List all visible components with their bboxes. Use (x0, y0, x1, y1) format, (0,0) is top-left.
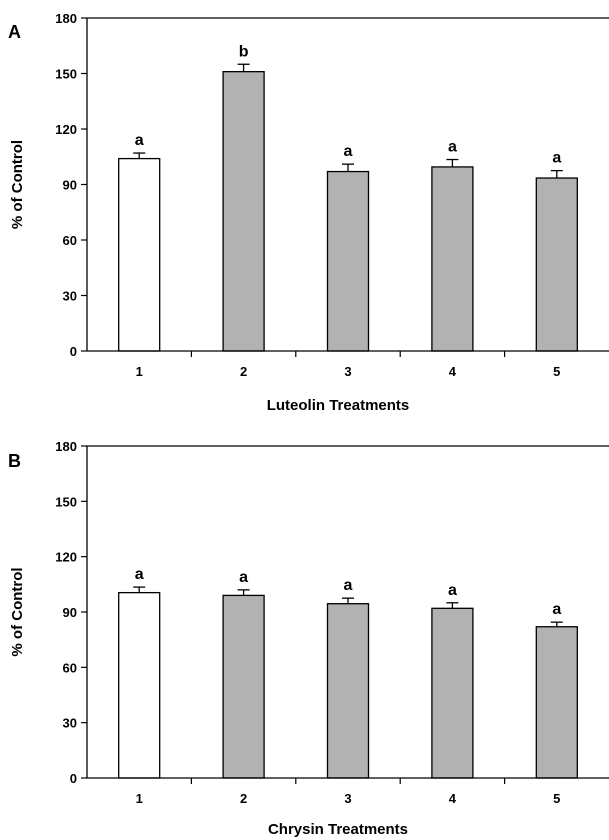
chart-panel-b: Ba 1 a 2 a 3 a 4 a 5 0 30 60 90 120 150 180 Chrysin Treat… (8, 439, 609, 838)
y-tick-label: 120 (55, 550, 77, 565)
significance-label: a (552, 601, 561, 618)
x-tick-label: 2 (240, 791, 247, 806)
y-tick-label: 60 (63, 660, 77, 675)
chart-panel-a: Aa 1 b 2 a 3 a 4 a 5 0 30 60 90 120 150 180 Luteolin Trea… (8, 11, 609, 414)
significance-label: a (448, 139, 457, 156)
panel-letter: A (8, 22, 21, 42)
y-tick-label: 120 (55, 122, 77, 137)
bar (118, 591, 161, 779)
x-tick-label: 3 (344, 364, 351, 379)
y-tick-label: 90 (63, 605, 77, 620)
y-tick-label: 180 (55, 439, 77, 454)
bar (118, 157, 161, 352)
bar (535, 626, 578, 779)
significance-label: a (552, 150, 561, 167)
x-tick-label: 4 (449, 791, 457, 806)
y-tick-label: 0 (70, 771, 77, 786)
y-axis-title: % of Control (9, 567, 26, 656)
bar (431, 607, 474, 779)
x-tick-label: 5 (553, 364, 560, 379)
y-tick-label: 60 (63, 233, 77, 248)
bar (326, 603, 370, 779)
significance-label: a (344, 577, 353, 594)
y-tick-label: 30 (63, 716, 77, 731)
significance-label: a (135, 566, 144, 583)
y-tick-label: 180 (55, 11, 77, 26)
y-tick-label: 90 (63, 178, 77, 193)
y-axis-title: % of Control (9, 140, 26, 229)
bar (326, 170, 370, 352)
x-tick-label: 4 (449, 364, 457, 379)
panel-letter: B (8, 451, 21, 471)
y-tick-label: 0 (70, 344, 77, 359)
y-tick-label: 150 (55, 494, 77, 509)
x-tick-label: 5 (553, 791, 560, 806)
x-tick-label: 2 (240, 364, 247, 379)
significance-label: a (344, 143, 353, 160)
bar (431, 166, 474, 352)
bar (222, 594, 265, 779)
x-axis-title: Chrysin Treatments (268, 821, 408, 838)
x-tick-label: 1 (136, 791, 143, 806)
x-tick-label: 1 (136, 364, 143, 379)
significance-label: a (135, 132, 144, 149)
bar (222, 71, 265, 352)
significance-label: a (239, 569, 248, 586)
x-tick-label: 3 (344, 791, 351, 806)
significance-label: b (239, 43, 249, 60)
bar (535, 177, 578, 352)
y-tick-label: 150 (55, 67, 77, 82)
significance-label: a (448, 582, 457, 599)
y-tick-label: 30 (63, 289, 77, 304)
x-axis-title: Luteolin Treatments (267, 397, 410, 414)
